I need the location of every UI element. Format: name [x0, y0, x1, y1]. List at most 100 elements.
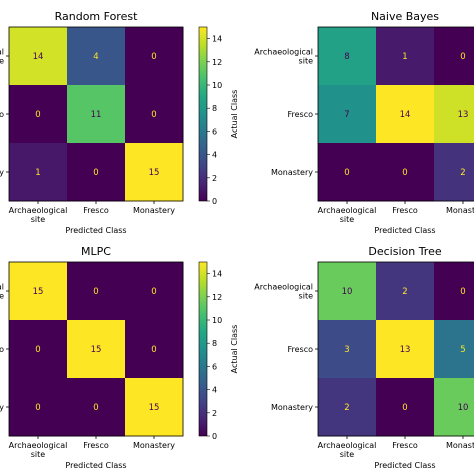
cell-value: 2	[460, 168, 465, 178]
heatmap-cell	[67, 85, 126, 144]
panel-title: MLPC	[81, 245, 111, 258]
colorbar-tick-label: 14	[212, 270, 222, 279]
cell-value: 7	[344, 110, 349, 120]
panel-mlpc: MLPC 15 0 0 0 15 0 0 0 15 Archaeological site Fresco…	[0, 245, 239, 470]
cell-value: 14	[33, 52, 44, 62]
heatmap-cell	[67, 262, 126, 321]
cell-value: 15	[33, 287, 44, 297]
heatmap-cell	[9, 320, 68, 379]
y-tick-label: o	[0, 110, 4, 119]
colorbar-tick-label: 2	[212, 409, 217, 418]
heatmap-cell	[434, 143, 474, 202]
cell-value: 0	[93, 287, 98, 297]
colorbar-tick-label: 6	[212, 362, 217, 371]
heatmap-cell	[125, 143, 184, 202]
x-tick-label: Monaste	[446, 206, 474, 215]
x-tick-label: Fresco	[392, 441, 418, 450]
colorbar-tick-label: 4	[212, 386, 217, 395]
y-tick-label: y	[0, 403, 4, 412]
x-tick-label: Archaeological site	[9, 206, 68, 224]
heatmap-cell	[376, 378, 435, 437]
x-tick-label: Archaeological site	[318, 206, 377, 224]
cell-value: 1	[402, 52, 407, 62]
heatmap-cell	[318, 320, 377, 379]
cell-value: 0	[93, 403, 98, 413]
colorbar: 0 2 4 6 8 10 12 14 Actual Class	[198, 261, 239, 441]
x-tick-label: Monaste	[446, 441, 474, 450]
cell-value: 15	[149, 403, 160, 413]
cell-value: 2	[344, 403, 349, 413]
heatmap-cell	[434, 27, 474, 86]
colorbar-tick-label: 14	[212, 35, 222, 44]
heatmap-cell	[9, 27, 68, 86]
colorbar-tick-label: 8	[212, 104, 217, 113]
cell-value: 0	[402, 168, 407, 178]
colorbar-tick-label: 4	[212, 151, 217, 160]
cell-value: 0	[35, 403, 40, 413]
x-tick-label: Archaeological site	[318, 441, 377, 459]
heatmap-cell	[67, 378, 126, 437]
colorbar-tick-label: 0	[212, 197, 217, 206]
cell-value: 2	[402, 287, 407, 297]
y-tick-label: y	[0, 168, 4, 177]
cell-value: 1	[35, 168, 40, 178]
heatmap-cell	[376, 143, 435, 202]
y-tick-label: Archaeological site	[254, 283, 313, 301]
y-tick-label: Fresco	[287, 110, 313, 119]
x-axis-label: Predicted Class	[65, 461, 126, 470]
cell-value: 8	[344, 52, 349, 62]
heatmap-cell	[318, 85, 377, 144]
heatmap-cell	[67, 27, 126, 86]
colorbar-tick-label: 10	[212, 316, 222, 325]
cell-value: 13	[400, 345, 411, 355]
heatmap-cell	[434, 320, 474, 379]
heatmap-cell	[434, 85, 474, 144]
colorbar-label: Actual Class	[230, 325, 239, 374]
heatmap-cell	[318, 143, 377, 202]
heatmap-cell	[376, 85, 435, 144]
heatmap-cell	[67, 143, 126, 202]
heatmap-cell	[125, 27, 184, 86]
cell-value: 13	[458, 110, 469, 120]
heatmap-cell	[9, 143, 68, 202]
cell-value: 3	[344, 345, 349, 355]
x-tick-label: Fresco	[83, 441, 109, 450]
colorbar-tick-label: 6	[212, 127, 217, 136]
x-tick-label: Monastery	[133, 441, 175, 450]
cell-value: 0	[460, 287, 465, 297]
heatmap-cell	[376, 27, 435, 86]
cell-value: 10	[342, 287, 353, 297]
cell-value: 0	[35, 110, 40, 120]
y-tick-label: Fresco	[287, 345, 313, 354]
panel-naive-bayes: Naive Bayes 8 1 0 7 14 13 0 0 2 Archaeological site…	[254, 10, 474, 235]
heatmap-cell	[125, 85, 184, 144]
colorbar-tick-label: 12	[212, 58, 222, 67]
x-tick-label: Archaeological site	[9, 441, 68, 459]
heatmap-cell	[9, 85, 68, 144]
panel-title: Naive Bayes	[371, 10, 439, 23]
colorbar-tick-label: 2	[212, 174, 217, 183]
panel-title: Decision Tree	[368, 245, 441, 258]
y-tick-label: Monastery	[271, 168, 313, 177]
colorbar-label: Actual Class	[230, 90, 239, 139]
y-tick-label: Monastery	[271, 403, 313, 412]
cell-value: 0	[35, 345, 40, 355]
panel-title: Random Forest	[55, 10, 138, 23]
y-tick-label: ale	[0, 283, 4, 301]
heatmap-cell	[376, 262, 435, 321]
x-axis-label: Predicted Class	[374, 461, 435, 470]
heatmap-cell	[376, 320, 435, 379]
cell-value: 0	[460, 52, 465, 62]
x-tick-label: Fresco	[83, 206, 109, 215]
cell-value: 15	[91, 345, 102, 355]
panel-decision-tree: Decision Tree 10 2 0 3 13 5 2 0 10 Archaeological s…	[254, 245, 474, 470]
colorbar: 0 2 4 6 8 10 12 14 Actual Class	[198, 26, 239, 206]
heatmap-cell	[318, 262, 377, 321]
heatmap-cell	[9, 378, 68, 437]
cell-value: 0	[151, 345, 156, 355]
cell-value: 10	[458, 403, 469, 413]
heatmap-cell	[434, 262, 474, 321]
colorbar-gradient	[198, 261, 208, 437]
heatmap-cell	[125, 378, 184, 437]
